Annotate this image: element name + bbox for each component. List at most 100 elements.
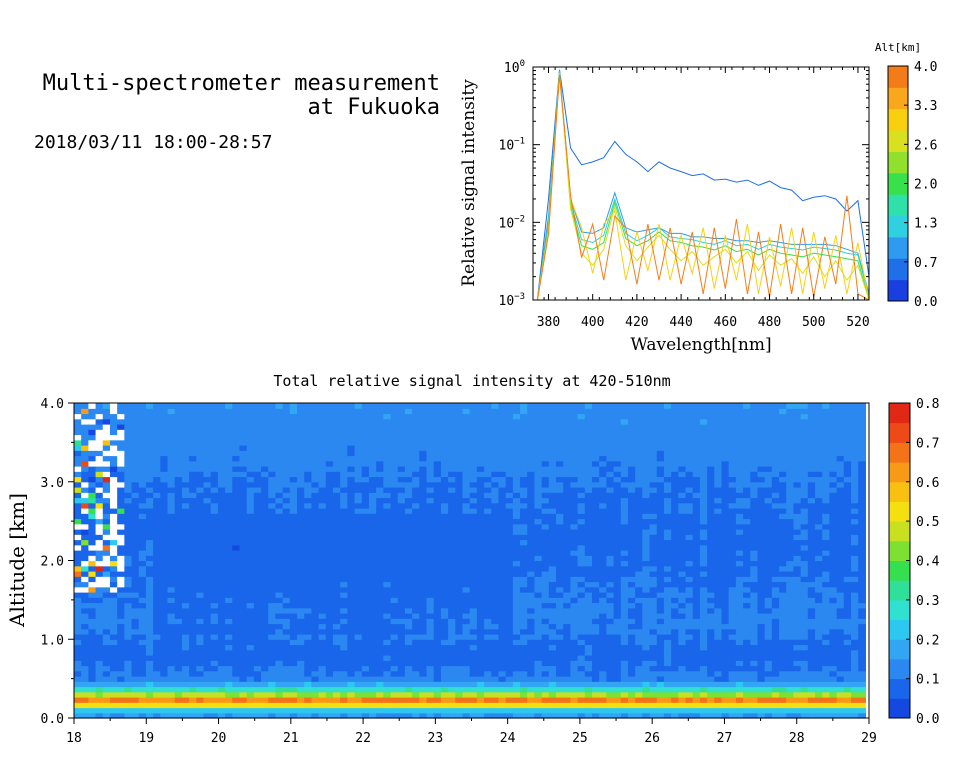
heatmap-cell: [404, 471, 413, 478]
heatmap-cell: [124, 408, 133, 415]
heatmap-cell: [462, 434, 471, 441]
heatmap-cell: [239, 649, 248, 656]
heatmap-cell: [181, 445, 190, 451]
heatmap-cell: [304, 565, 313, 572]
heatmap-cell: [354, 565, 363, 572]
heatmap-cell: [548, 681, 557, 688]
heatmap-cell: [325, 691, 334, 698]
heatmap-cell: [318, 424, 327, 430]
heatmap-cell: [556, 712, 564, 719]
heatmap-cell: [311, 418, 320, 425]
heatmap-cell: [563, 555, 572, 562]
heatmap-cell: [160, 681, 169, 688]
heatmap-cell: [404, 439, 413, 446]
heatmap-cell: [376, 534, 384, 541]
heatmap-cell: [505, 639, 514, 646]
heatmap-cell: [246, 681, 255, 688]
heatmap-cell: [584, 476, 593, 483]
heatmap-cell: [570, 623, 579, 630]
heatmap-cell: [246, 644, 255, 651]
heatmap-cell: [203, 418, 212, 425]
heatmap-cell: [520, 592, 528, 598]
heatmap-cell: [484, 586, 492, 593]
heatmap-cell: [635, 502, 643, 509]
heatmap-cell: [109, 560, 118, 567]
heatmap-cell: [505, 418, 514, 425]
heatmap-cell: [433, 408, 442, 415]
heatmap-cell: [620, 691, 629, 698]
heatmap-cell: [189, 697, 197, 703]
heatmap-cell: [448, 403, 456, 409]
heatmap-cell: [225, 565, 233, 572]
heatmap-cell: [498, 592, 507, 598]
heatmap-cell: [88, 649, 97, 656]
heatmap-cell: [239, 613, 248, 619]
heatmap-cell: [275, 670, 284, 677]
heatmap-cell: [74, 529, 82, 535]
heatmap-cell: [412, 686, 420, 693]
heatmap-cell: [196, 607, 205, 614]
heatmap-cell: [498, 508, 507, 514]
heatmap-cell: [520, 455, 528, 462]
heatmap-cell: [275, 697, 284, 703]
heatmap-cell: [88, 634, 97, 640]
heatmap-cell: [124, 413, 133, 420]
heatmap-cell: [397, 523, 406, 530]
heatmap-cell: [469, 544, 478, 551]
heatmap-cell: [74, 497, 82, 504]
heatmap-cell: [419, 607, 428, 614]
heatmap-cell: [102, 539, 111, 546]
heatmap-cell: [512, 597, 521, 604]
heatmap-cell: [548, 476, 557, 483]
heatmap-cell: [131, 660, 140, 667]
heatmap-cell: [333, 555, 341, 562]
heatmap-cell: [102, 712, 111, 719]
heatmap-cell: [145, 602, 154, 609]
heatmap-cell: [225, 544, 233, 551]
heatmap-cell: [289, 697, 298, 703]
heatmap-cell: [419, 665, 428, 672]
heatmap-cell: [232, 481, 241, 488]
heatmap-cell: [311, 492, 320, 499]
heatmap-cell: [440, 476, 449, 483]
heatmap-cell: [419, 628, 428, 635]
heatmap-cell: [203, 618, 212, 625]
heatmap-cell: [225, 618, 233, 625]
heatmap-cell: [368, 513, 377, 520]
heatmap-cell: [203, 649, 212, 656]
heatmap-cell: [210, 502, 219, 509]
heatmap-cell: [74, 660, 82, 667]
heatmap-cell: [462, 592, 471, 598]
heatmap-cell: [311, 644, 320, 651]
heatmap-cell: [426, 513, 435, 520]
heatmap-cell: [455, 670, 464, 677]
heatmap-cell: [282, 429, 291, 436]
heatmap-cell: [448, 550, 456, 556]
heatmap-cell: [340, 697, 348, 703]
heatmap-cell: [225, 697, 233, 703]
heatmap-cell: [297, 565, 305, 572]
heatmap-cell: [476, 586, 485, 593]
heatmap-cell: [627, 518, 636, 525]
heatmap-cell: [239, 686, 248, 693]
heatmap-cell: [505, 429, 514, 436]
heatmap-cell: [498, 560, 507, 567]
heatmap-cell: [333, 602, 341, 609]
heatmap-cell: [577, 686, 586, 693]
heatmap-cell: [189, 439, 197, 446]
heatmap-cell: [124, 560, 133, 567]
heatmap-cell: [268, 607, 277, 614]
heatmap-cell: [318, 697, 327, 703]
heatmap-cell: [599, 403, 607, 409]
heatmap-cell: [469, 429, 478, 436]
heatmap-cell: [527, 497, 536, 504]
heatmap-cell: [124, 623, 133, 630]
spectrum-series-line: [536, 69, 870, 301]
heatmap-cell: [340, 424, 348, 430]
heatmap-cell: [210, 623, 219, 630]
heatmap-cell: [440, 655, 449, 661]
heatmap-cell: [347, 571, 356, 577]
heatmap-cell: [117, 676, 125, 682]
heatmap-cell: [635, 471, 643, 478]
heatmap-cell: [304, 691, 313, 698]
